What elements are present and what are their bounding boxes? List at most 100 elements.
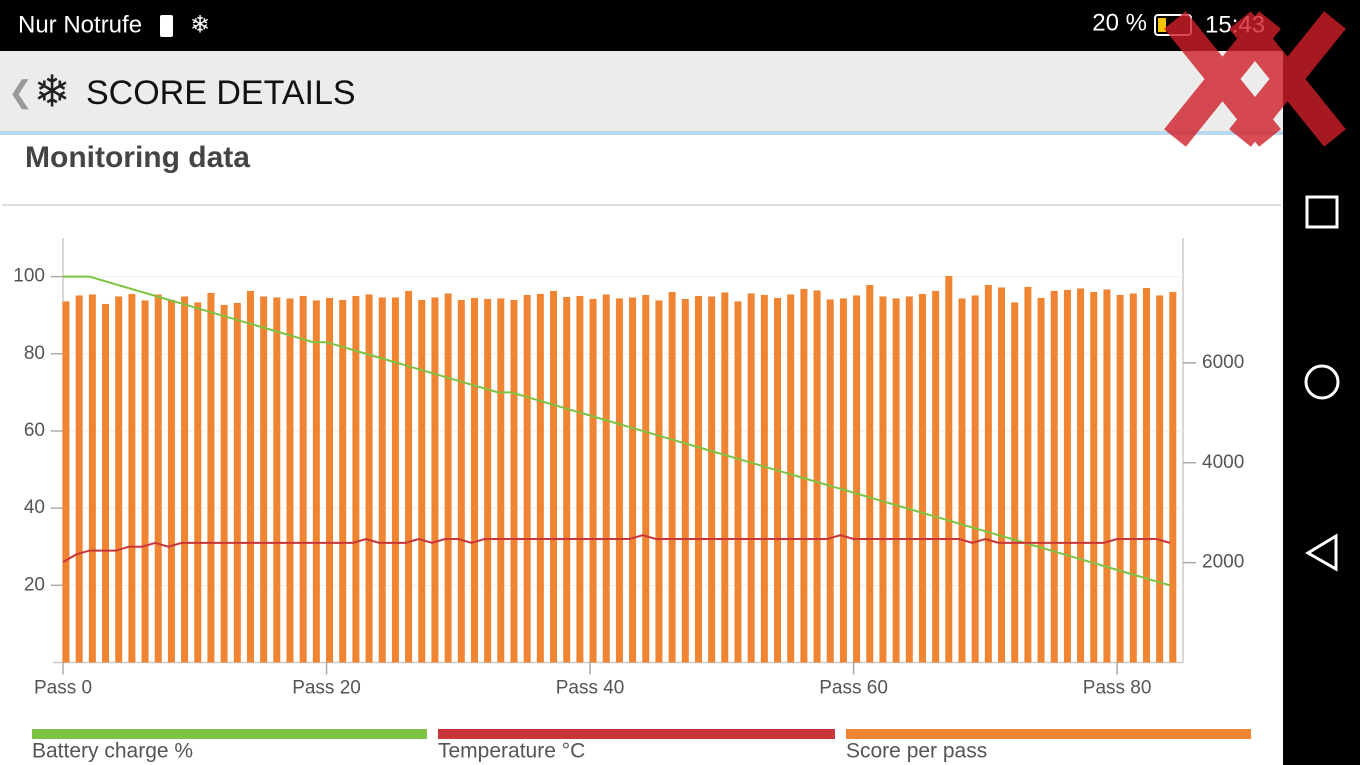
bar xyxy=(207,292,215,663)
bar xyxy=(879,296,887,663)
bar xyxy=(655,300,663,663)
bar xyxy=(734,301,742,663)
bar xyxy=(405,290,413,663)
bar xyxy=(971,295,979,663)
bar xyxy=(220,304,228,663)
bar xyxy=(167,299,175,663)
bar xyxy=(365,294,373,663)
app-bar-border xyxy=(0,131,1283,135)
bar xyxy=(800,288,808,663)
bar xyxy=(1024,286,1032,663)
bar xyxy=(668,291,676,663)
recents-button[interactable] xyxy=(1305,195,1339,229)
bar xyxy=(958,298,966,663)
bar xyxy=(708,296,716,663)
bar xyxy=(998,287,1006,663)
bar xyxy=(141,300,149,663)
x-tick-label: Pass 60 xyxy=(819,678,888,699)
legend-swatch xyxy=(438,729,835,739)
bar xyxy=(326,297,334,663)
bar xyxy=(774,297,782,663)
bar xyxy=(497,298,505,663)
bar xyxy=(233,302,241,663)
bar xyxy=(1103,289,1111,663)
bar xyxy=(181,296,189,663)
legend-label: Temperature °C xyxy=(438,740,585,763)
bar xyxy=(866,284,874,663)
app-bar xyxy=(0,51,1283,133)
bar xyxy=(418,299,426,663)
bar xyxy=(115,296,123,663)
battery-level: 20 % xyxy=(1092,9,1147,36)
bar xyxy=(470,297,478,663)
nav-bar xyxy=(1283,51,1360,765)
back-button[interactable]: ❮ xyxy=(8,76,33,110)
legend-swatch xyxy=(32,729,427,739)
bar xyxy=(194,302,202,663)
bar xyxy=(391,297,399,663)
bar xyxy=(62,301,70,663)
bar xyxy=(1011,302,1019,663)
bar xyxy=(892,298,900,663)
legend-label: Score per pass xyxy=(846,740,987,763)
y-tick-label: 80 xyxy=(24,343,45,364)
bar xyxy=(589,298,597,663)
bar xyxy=(1063,289,1071,663)
bar xyxy=(642,294,650,663)
bar xyxy=(154,294,162,663)
bar xyxy=(563,296,571,663)
bar xyxy=(932,290,940,663)
x-tick-label: Pass 20 xyxy=(292,678,361,699)
bar xyxy=(813,290,821,663)
y2-tick-label: 4000 xyxy=(1202,452,1244,473)
bar xyxy=(1077,288,1085,663)
snow-icon: ❄ xyxy=(190,11,210,38)
bar xyxy=(1090,291,1098,663)
bar xyxy=(576,295,584,663)
legend-swatch xyxy=(846,729,1251,739)
bar xyxy=(102,303,110,663)
bar xyxy=(128,293,136,663)
bar xyxy=(1116,294,1124,663)
card-title: Monitoring data xyxy=(25,141,250,174)
bar xyxy=(1156,295,1164,663)
y-tick-label: 20 xyxy=(24,574,45,595)
y-tick-label: 100 xyxy=(13,266,45,287)
bar xyxy=(839,298,847,663)
bar xyxy=(1050,290,1058,663)
bar xyxy=(88,294,96,663)
y2-tick-label: 2000 xyxy=(1202,552,1244,573)
y2-tick-label: 6000 xyxy=(1202,352,1244,373)
bar xyxy=(312,300,320,663)
bar xyxy=(550,290,558,663)
back-nav-button[interactable] xyxy=(1305,533,1338,572)
bar xyxy=(299,295,307,663)
carrier: Nur Notrufe xyxy=(18,11,142,38)
x-tick-label: Pass 0 xyxy=(34,678,92,699)
battery-icon xyxy=(160,15,173,37)
bar xyxy=(721,292,729,663)
bar xyxy=(444,293,452,663)
bar xyxy=(945,275,953,663)
bar xyxy=(826,299,834,663)
bar xyxy=(273,297,281,663)
chart: 20 40 60 80 100 2000 4000 6000 Pass 0 Pass 20 Pass… xyxy=(13,238,1251,763)
bar xyxy=(536,293,544,663)
x-tick-label: Pass 40 xyxy=(556,678,625,699)
bar xyxy=(523,294,531,663)
bar xyxy=(787,294,795,663)
bar xyxy=(1129,293,1137,663)
bar xyxy=(510,299,518,663)
bar xyxy=(905,296,913,663)
line xyxy=(63,275,1171,587)
bar xyxy=(352,295,360,663)
home-button[interactable] xyxy=(1304,364,1340,400)
bar xyxy=(457,299,465,663)
y-tick-label: 40 xyxy=(24,497,45,518)
bar xyxy=(1169,291,1177,663)
bar xyxy=(1037,297,1045,663)
app-icon: ❄ xyxy=(34,68,71,117)
bar xyxy=(918,293,926,663)
bar xyxy=(694,295,702,663)
